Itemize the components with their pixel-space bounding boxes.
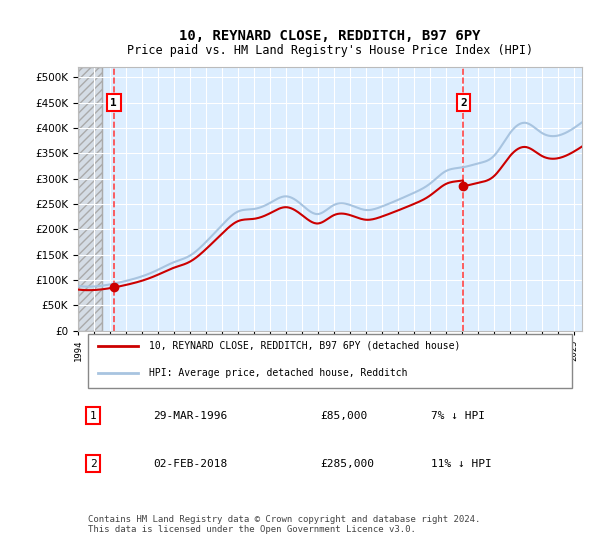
Text: 10, REYNARD CLOSE, REDDITCH, B97 6PY (detached house): 10, REYNARD CLOSE, REDDITCH, B97 6PY (de… — [149, 340, 460, 351]
FancyBboxPatch shape — [88, 334, 572, 388]
Text: 1: 1 — [110, 97, 117, 108]
Text: HPI: Average price, detached house, Redditch: HPI: Average price, detached house, Redd… — [149, 368, 407, 378]
Text: 2: 2 — [460, 97, 467, 108]
Text: 29-MAR-1996: 29-MAR-1996 — [154, 411, 228, 421]
Text: £85,000: £85,000 — [320, 411, 367, 421]
Text: 10, REYNARD CLOSE, REDDITCH, B97 6PY: 10, REYNARD CLOSE, REDDITCH, B97 6PY — [179, 29, 481, 44]
Text: 2: 2 — [90, 459, 97, 469]
Bar — [78, 67, 102, 330]
Bar — [78, 67, 102, 330]
Text: Price paid vs. HM Land Registry's House Price Index (HPI): Price paid vs. HM Land Registry's House … — [127, 44, 533, 57]
Text: Contains HM Land Registry data © Crown copyright and database right 2024.
This d: Contains HM Land Registry data © Crown c… — [88, 515, 481, 534]
Text: 1: 1 — [90, 411, 97, 421]
Text: 11% ↓ HPI: 11% ↓ HPI — [431, 459, 491, 469]
Text: 02-FEB-2018: 02-FEB-2018 — [154, 459, 228, 469]
Text: 7% ↓ HPI: 7% ↓ HPI — [431, 411, 485, 421]
Text: £285,000: £285,000 — [320, 459, 374, 469]
